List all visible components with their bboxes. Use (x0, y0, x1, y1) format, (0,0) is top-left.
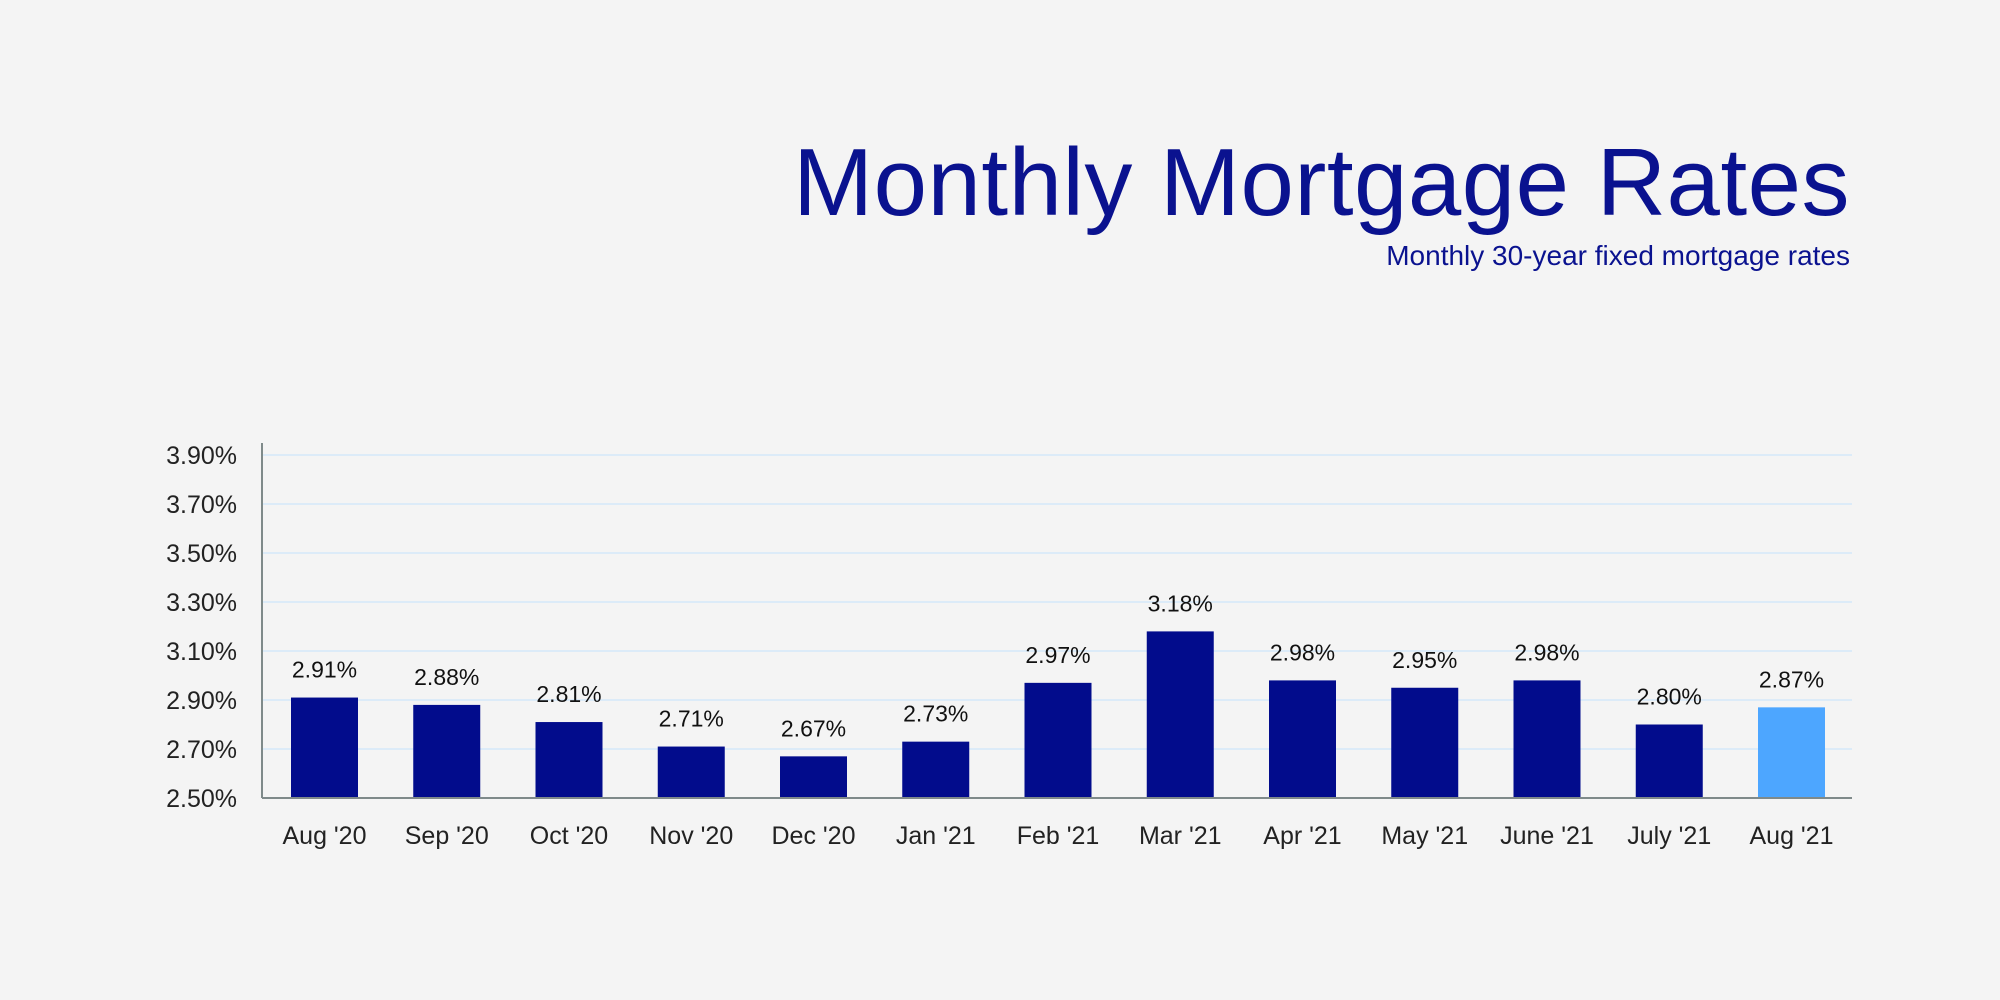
data-label: 2.71% (659, 706, 724, 732)
y-tick-label: 3.50% (166, 540, 237, 568)
bar (1269, 680, 1336, 798)
bar (657, 746, 725, 798)
x-tick-label: June '21 (1500, 822, 1594, 850)
bar (413, 704, 481, 798)
bar (1024, 682, 1092, 798)
x-tick-label: Sep '20 (405, 822, 489, 850)
x-tick-label: Feb '21 (1017, 822, 1100, 850)
data-label: 2.98% (1514, 639, 1579, 665)
data-label: 2.67% (781, 715, 846, 741)
y-tick-label: 3.70% (166, 491, 237, 519)
data-label: 2.73% (903, 701, 968, 727)
x-tick-label: Apr '21 (1263, 822, 1341, 850)
x-tick-label: Nov '20 (649, 822, 733, 850)
bar (535, 722, 603, 798)
x-tick-label: Aug '20 (282, 822, 366, 850)
data-label: 2.87% (1759, 666, 1824, 692)
x-tick-label: Jan '21 (896, 822, 976, 850)
data-label: 2.95% (1392, 647, 1457, 673)
x-tick-label: May '21 (1381, 822, 1468, 850)
bar (780, 756, 847, 798)
data-label: 2.80% (1637, 684, 1702, 710)
bar (1758, 707, 1825, 798)
bar (902, 741, 970, 798)
x-tick-label: Dec '20 (772, 822, 856, 850)
data-label: 2.97% (1025, 642, 1090, 668)
bar (1391, 687, 1459, 798)
data-label: 3.18% (1148, 590, 1213, 616)
chart-title: Monthly Mortgage Rates (793, 129, 1850, 236)
y-tick-label: 3.10% (166, 638, 237, 666)
x-tick-label: Aug '21 (1749, 822, 1833, 850)
bar (1146, 631, 1214, 798)
y-tick-label: 2.50% (166, 785, 237, 813)
y-tick-label: 3.90% (166, 442, 237, 470)
data-label: 2.98% (1270, 639, 1335, 665)
bar (1513, 680, 1581, 798)
y-tick-label: 2.90% (166, 687, 237, 715)
x-tick-label: July '21 (1627, 822, 1711, 850)
y-tick-label: 2.70% (166, 736, 237, 764)
data-label: 2.88% (414, 664, 479, 690)
bar (291, 697, 358, 798)
y-tick-label: 3.30% (166, 589, 237, 617)
bar (1635, 724, 1703, 798)
data-label: 2.91% (292, 657, 357, 683)
x-tick-label: Oct '20 (530, 822, 608, 850)
chart-subtitle: Monthly 30-year fixed mortgage rates (1386, 240, 1850, 271)
data-label: 2.81% (536, 681, 601, 707)
x-tick-label: Mar '21 (1139, 822, 1222, 850)
